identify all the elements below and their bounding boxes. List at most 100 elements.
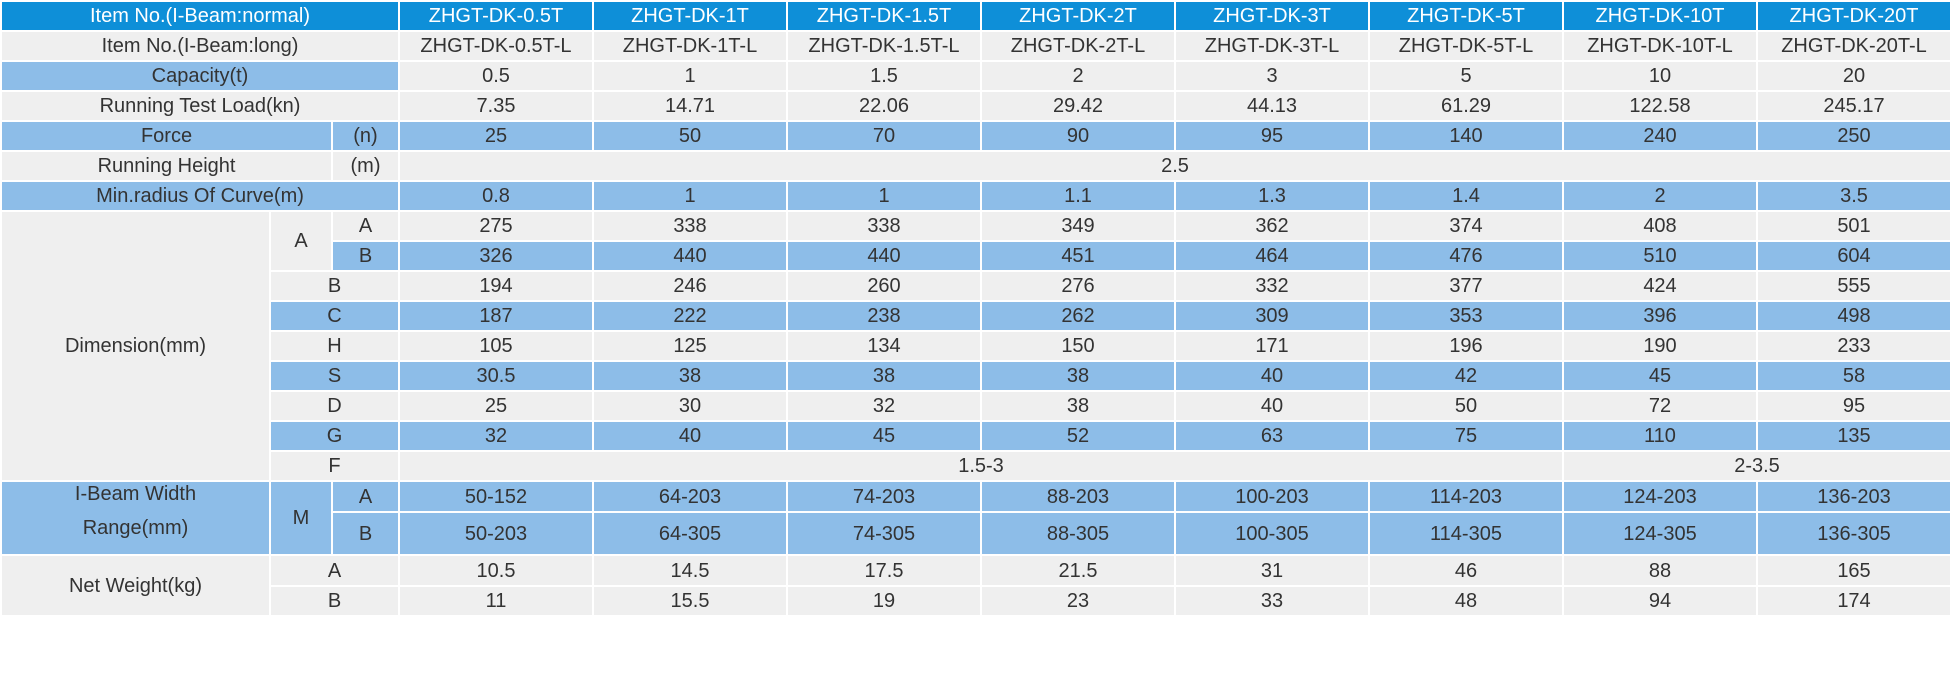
long-model-cell: ZHGT-DK-3T-L [1176,32,1368,60]
beam-width-cell: 100-305 [1176,513,1368,554]
dimension-cell: 150 [982,332,1174,360]
dimension-cell: 75 [1370,422,1562,450]
dimension-cell: 510 [1564,242,1756,270]
model-cell: ZHGT-DK-0.5T [400,2,592,30]
beam-width-cell: 88-305 [982,513,1174,554]
long-model-cell: ZHGT-DK-1.5T-L [788,32,980,60]
test-load-cell: 44.13 [1176,92,1368,120]
dimension-cell: 238 [788,302,980,330]
dimension-cell: 30.5 [400,362,592,390]
beam-width-label-line: Range(mm) [82,517,189,539]
capacity-cell: 0.5 [400,62,592,90]
dimension-key: H [271,332,398,360]
long-model-cell: ZHGT-DK-2T-L [982,32,1174,60]
beam-width-cell: 136-305 [1758,513,1950,554]
beam-width-cell: 50-203 [400,513,592,554]
dimension-cell: 95 [1758,392,1950,420]
long-model-label: Item No.(I-Beam:long) [2,32,398,60]
dimension-cell: 246 [594,272,786,300]
net-weight-cell: 23 [982,587,1174,615]
beam-width-cell: 124-203 [1564,482,1756,511]
dimension-row: D 25 30 32 38 40 50 72 95 [2,392,1950,420]
dimension-row: B 326 440 440 451 464 476 510 604 [2,242,1950,270]
dimension-cell: 52 [982,422,1174,450]
dimension-a-label: A [271,212,331,270]
running-height-unit: (m) [333,152,398,180]
min-radius-cell: 3.5 [1758,182,1950,210]
spec-table: Item No.(I-Beam:normal) ZHGT-DK-0.5T ZHG… [2,2,1950,615]
force-unit: (n) [333,122,398,150]
test-load-cell: 7.35 [400,92,592,120]
model-cell: ZHGT-DK-1T [594,2,786,30]
net-weight-sub-label: A [271,556,398,585]
net-weight-cell: 88 [1564,556,1756,585]
dimension-cell: 353 [1370,302,1562,330]
capacity-cell: 20 [1758,62,1950,90]
dimension-cell: 58 [1758,362,1950,390]
net-weight-cell: 14.5 [594,556,786,585]
beam-width-sub-label: A [333,482,398,511]
model-cell: ZHGT-DK-1.5T [788,2,980,30]
dimension-cell: 440 [788,242,980,270]
dimension-cell: 135 [1758,422,1950,450]
force-cell: 240 [1564,122,1756,150]
dimension-sub-label: A [333,212,398,240]
running-height-label: Running Height [2,152,331,180]
header-label: Item No.(I-Beam:normal) [2,2,398,30]
dimension-cell: 476 [1370,242,1562,270]
dimension-cell: 362 [1176,212,1368,240]
dimension-cell: 349 [982,212,1174,240]
force-cell: 250 [1758,122,1950,150]
force-cell: 95 [1176,122,1368,150]
capacity-label: Capacity(t) [2,62,398,90]
dimension-key: G [271,422,398,450]
beam-width-cell: 64-203 [594,482,786,511]
dimension-row: S 30.5 38 38 38 40 42 45 58 [2,362,1950,390]
dimension-cell: 275 [400,212,592,240]
beam-width-row: I-Beam Width Range(mm) M A 50-152 64-203… [2,482,1950,554]
long-model-cell: ZHGT-DK-10T-L [1564,32,1756,60]
dimension-row: H 105 125 134 150 171 196 190 233 [2,332,1950,360]
dimension-cell: 604 [1758,242,1950,270]
beam-width-cell: 136-203 [1758,482,1950,511]
long-model-row: Item No.(I-Beam:long) ZHGT-DK-0.5T-L ZHG… [2,32,1950,60]
model-cell: ZHGT-DK-20T [1758,2,1950,30]
dimension-cell: 555 [1758,272,1950,300]
min-radius-cell: 1.4 [1370,182,1562,210]
dimension-cell: 377 [1370,272,1562,300]
dimension-cell: 110 [1564,422,1756,450]
dimension-cell: 32 [400,422,592,450]
dimension-cell: 222 [594,302,786,330]
beam-width-row: B 50-203 64-305 74-305 88-305 100-305 11… [2,513,1950,554]
dimension-cell: 50 [1370,392,1562,420]
beam-width-cell: 64-305 [594,513,786,554]
min-radius-cell: 1.1 [982,182,1174,210]
dimension-cell: 38 [594,362,786,390]
force-cell: 70 [788,122,980,150]
capacity-row: Capacity(t) 0.5 1 1.5 2 3 5 10 20 [2,62,1950,90]
dimension-cell: 134 [788,332,980,360]
dimension-row: F 1.5-3 2-3.5 [2,452,1950,480]
header-row: Item No.(I-Beam:normal) ZHGT-DK-0.5T ZHG… [2,2,1950,30]
beam-width-m-label: M [271,482,331,554]
dimension-sub-label: B [333,242,398,270]
test-load-label: Running Test Load(kn) [2,92,398,120]
dimension-cell: 38 [982,362,1174,390]
dimension-label: Dimension(mm) [2,212,269,480]
min-radius-cell: 1 [594,182,786,210]
dimension-key: B [271,272,398,300]
dimension-cell: 338 [788,212,980,240]
dimension-cell: 45 [788,422,980,450]
beam-width-cell: 74-203 [788,482,980,511]
min-radius-row: Min.radius Of Curve(m) 0.8 1 1 1.1 1.3 1… [2,182,1950,210]
force-cell: 140 [1370,122,1562,150]
capacity-cell: 1.5 [788,62,980,90]
test-load-cell: 29.42 [982,92,1174,120]
dimension-cell: 262 [982,302,1174,330]
net-weight-label: Net Weight(kg) [2,556,269,615]
dimension-cell: 332 [1176,272,1368,300]
dimension-cell: 194 [400,272,592,300]
dimension-cell: 190 [1564,332,1756,360]
dimension-cell: 260 [788,272,980,300]
net-weight-cell: 165 [1758,556,1950,585]
